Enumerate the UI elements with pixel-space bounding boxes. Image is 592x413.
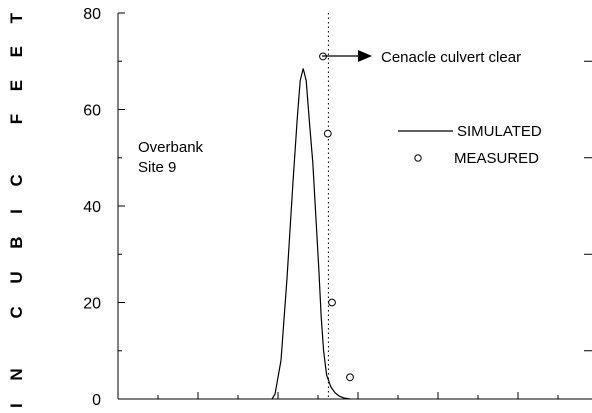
y-tick-label: 80	[83, 6, 101, 23]
measured-point	[328, 298, 336, 307]
x-ticks	[157, 392, 559, 399]
y-tick-label: 40	[83, 199, 101, 216]
legend-measured-marker	[414, 154, 422, 162]
measured-point	[346, 373, 354, 382]
legend-measured-label: MEASURED	[454, 150, 539, 167]
measured-point	[323, 129, 332, 138]
site-label-line1: Overbank	[138, 139, 204, 156]
site-label-line2: Site 9	[138, 159, 176, 176]
y-axis-title: IN CUBIC FEET	[7, 12, 26, 408]
annotation-arrow-head	[358, 50, 372, 62]
y-tick-label: 20	[83, 296, 101, 313]
series-measured	[319, 52, 354, 382]
right-ticks	[584, 60, 592, 352]
annotation-text: Cenacle culvert clear	[381, 49, 521, 66]
y-tick-label: 60	[83, 103, 101, 120]
y-tick-label: 0	[92, 392, 101, 409]
series-line-simulated	[271, 68, 351, 400]
y-ticks: 0 20 40 60 80	[83, 6, 125, 409]
legend-simulated-label: SIMULATED	[457, 123, 542, 140]
